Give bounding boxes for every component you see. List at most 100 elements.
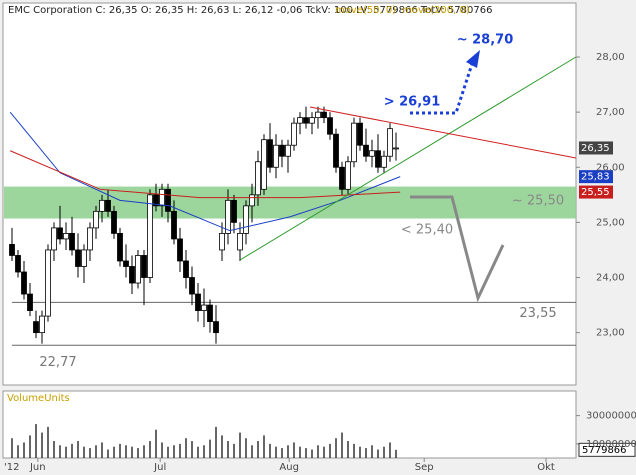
volume-bar [29, 435, 31, 458]
candle-body [147, 194, 153, 278]
candle-body [75, 249, 81, 267]
volume-bar [143, 445, 145, 458]
candle-body [183, 260, 189, 278]
volume-bar [395, 449, 397, 458]
volume-bar [227, 441, 229, 458]
candle-body [345, 161, 351, 190]
candle-body [195, 293, 201, 311]
y-tick-label: 27,00 [596, 107, 625, 118]
volume-bar [275, 446, 277, 458]
candle-body [339, 166, 345, 190]
candle-body [285, 144, 291, 157]
volume-bar [59, 445, 61, 458]
x-tick-label: Aug [279, 462, 299, 473]
candle-body [9, 244, 15, 256]
volume-bar [353, 443, 355, 458]
volume-bar [77, 441, 79, 458]
volume-bar [383, 446, 385, 458]
candle-body [327, 117, 333, 135]
candle-body [273, 144, 279, 168]
y-tick-label: 26,00 [596, 162, 625, 173]
price-tag-label: 25,83 [581, 172, 610, 183]
candle-body [57, 227, 63, 240]
volume-bar [263, 435, 265, 458]
volume-bar [287, 445, 289, 458]
volume-bar [281, 448, 283, 458]
price-tag [579, 141, 613, 155]
candle-body [375, 150, 381, 168]
candle-body [219, 233, 225, 251]
volume-bar [23, 442, 25, 458]
volume-bar [41, 432, 43, 458]
scenario-arrow [410, 195, 505, 303]
volume-bar [161, 442, 163, 458]
candle-body [279, 144, 285, 157]
volume-bar [35, 424, 37, 458]
candle-body [261, 139, 267, 190]
volume-bar [53, 441, 55, 458]
candle-body [93, 210, 99, 229]
volume-bar [83, 446, 85, 458]
candle-body [291, 122, 297, 146]
arrow-head [466, 50, 480, 68]
year-label: '12 [4, 462, 19, 473]
price-tag-label: 26,35 [581, 143, 610, 154]
candle-body [225, 199, 231, 234]
candle-body [153, 194, 159, 207]
candle-body [99, 199, 105, 212]
volume-bar [197, 446, 199, 458]
trend-line [239, 56, 577, 261]
candle-body [351, 122, 357, 163]
annotation: ~ 28,70 [457, 33, 514, 48]
candle-body [297, 117, 303, 124]
volume-bar [89, 448, 91, 458]
candle-body [141, 255, 147, 278]
support-zone [4, 186, 576, 219]
volume-bar [179, 443, 181, 458]
volume-bar [335, 438, 337, 458]
candle-body [69, 233, 75, 251]
candle-body [237, 233, 243, 251]
y-tick-label: 23,00 [596, 328, 625, 339]
volume-bar [167, 446, 169, 458]
volume-bar [173, 445, 175, 458]
volume-bar [365, 448, 367, 458]
candle-body [333, 133, 339, 168]
candle-body [159, 188, 165, 207]
volume-bar [377, 449, 379, 458]
volume-bar [341, 432, 343, 458]
volume-bar [311, 449, 313, 458]
x-tick-label: Jun [29, 462, 46, 473]
candle-body [177, 238, 183, 262]
volume-title: VolumeUnits [7, 393, 70, 404]
volume-bar [125, 445, 127, 458]
trend-line [309, 106, 577, 159]
candle-body [321, 111, 327, 119]
volume-bar [47, 426, 49, 458]
candle-body [105, 199, 111, 212]
candle-body [111, 210, 117, 234]
volume-bar [131, 446, 133, 458]
candle-body [21, 271, 27, 295]
volume-bar [371, 445, 373, 458]
candle-body [231, 199, 237, 223]
volume-bar [299, 446, 301, 458]
candle-body [357, 122, 363, 146]
candle-body [369, 150, 375, 157]
volume-bar [245, 438, 247, 458]
candle-body [309, 117, 315, 124]
volume-bar [137, 448, 139, 458]
candle-body [213, 321, 219, 334]
volume-bar [203, 445, 205, 458]
volume-bar [185, 438, 187, 458]
y-tick-label: 28,00 [596, 52, 625, 63]
volume-bar [233, 443, 235, 458]
candle-body [249, 194, 255, 207]
volume-bar [359, 446, 361, 458]
candle-body [243, 205, 249, 234]
volume-bar [107, 449, 109, 458]
volume-tick-label: 10000000 [586, 439, 636, 450]
candle-body [39, 315, 45, 334]
volume-tick-label: 30000000 [586, 411, 636, 422]
